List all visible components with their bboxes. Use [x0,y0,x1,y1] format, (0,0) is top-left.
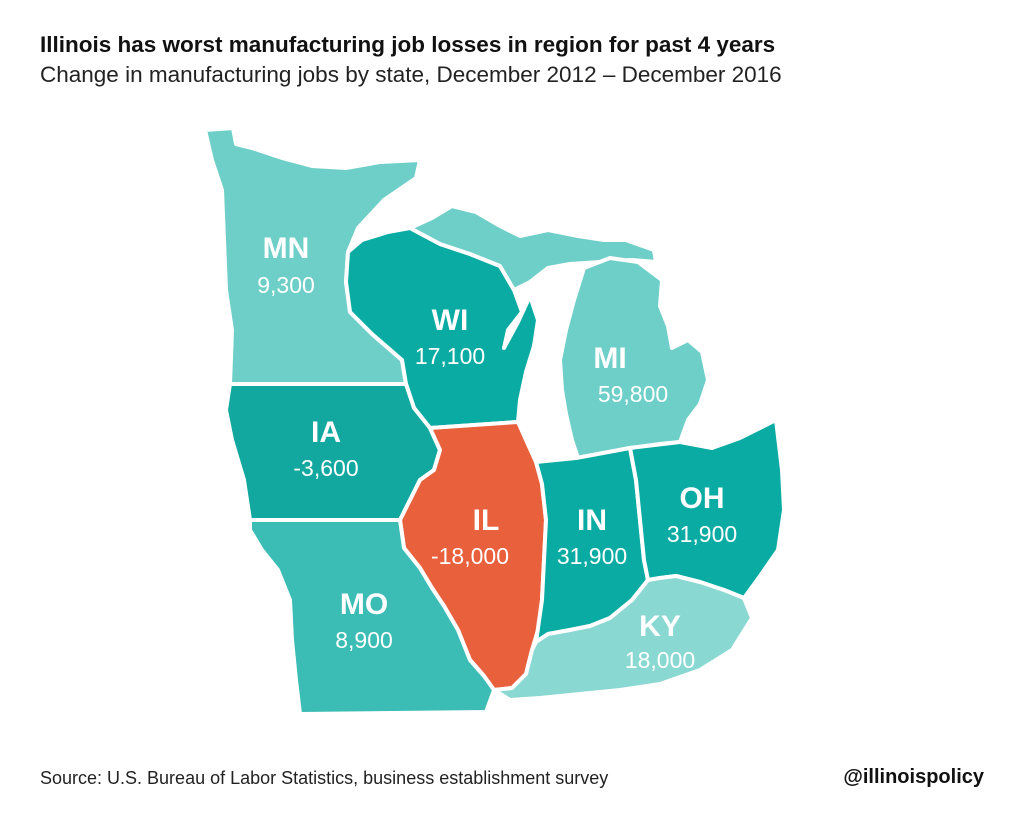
label-oh-abbr: OH [680,482,725,515]
label-mn-value: 9,300 [257,272,315,298]
chart-subtitle: Change in manufacturing jobs by state, D… [40,62,782,87]
label-mo-value: 8,900 [335,627,393,653]
label-oh-value: 31,900 [667,521,737,547]
state-ky[interactable] [492,574,754,702]
label-ky-value: 18,000 [625,647,695,673]
state-mi-lower[interactable] [558,256,710,460]
label-ia-value: -3,600 [293,455,358,481]
chart-title: Illinois has worst manufacturing job los… [40,32,776,57]
social-handle[interactable]: @illinoispolicy [843,766,984,788]
label-wi-value: 17,100 [415,343,485,369]
label-mo-abbr: MO [340,588,388,621]
label-ia-abbr: IA [311,416,341,449]
label-ky-abbr: KY [639,610,681,643]
label-mi-abbr: MI [593,342,626,375]
label-in-abbr: IN [577,504,607,537]
label-il-abbr: IL [473,504,500,537]
label-in-value: 31,900 [557,543,627,569]
state-mi-upper[interactable] [408,204,658,292]
label-il-value: -18,000 [431,543,509,569]
label-wi-abbr: WI [432,304,469,337]
source-note: Source: U.S. Bureau of Labor Statistics,… [40,768,609,788]
label-mn-abbr: MN [263,232,310,265]
state-ia[interactable] [224,382,442,522]
label-mi-value: 59,800 [598,381,668,407]
